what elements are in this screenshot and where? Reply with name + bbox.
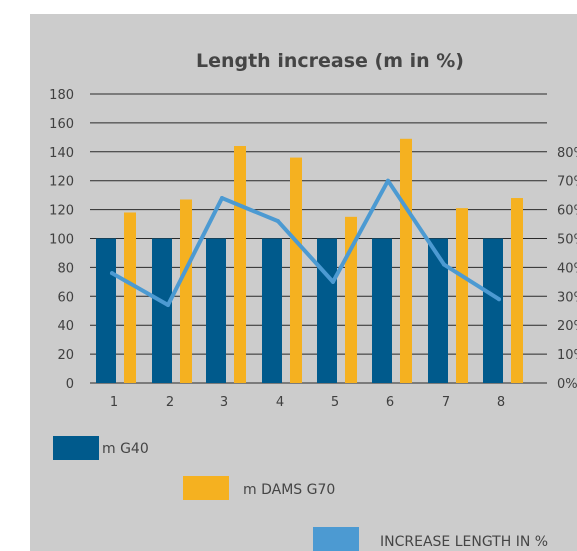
- x-tick-label: 3: [220, 395, 228, 410]
- y-right-tick-label: 50%: [557, 233, 577, 248]
- legend-swatch: [183, 476, 229, 500]
- bar-m-dams-g70: [124, 212, 136, 383]
- legend: m G40 m DAMS G70 INCREASE LENGTH IN %: [53, 436, 548, 551]
- legend-swatch: [53, 436, 99, 460]
- bar-m-g40: [96, 238, 116, 383]
- bars: [96, 138, 523, 383]
- bar-m-dams-g70: [180, 199, 192, 383]
- y-right-tick-label: 60%: [557, 204, 577, 219]
- y-left-tick-label: 180: [49, 88, 74, 103]
- x-axis: 1 2 3 4 5 6 7 8: [110, 395, 505, 410]
- y-left-tick-label: 140: [49, 146, 74, 161]
- right-axis: 0% 10% 20% 30% 40% 50% 60% 70% 80%: [557, 146, 577, 392]
- x-tick-label: 1: [110, 395, 118, 410]
- y-left-tick-label: 120: [49, 175, 74, 190]
- bar-m-dams-g70: [400, 138, 412, 383]
- legend-label: m DAMS G70: [243, 482, 335, 498]
- y-right-tick-label: 20%: [557, 319, 577, 334]
- line-point: [331, 279, 335, 284]
- chart: Length increase (m in %) 020406080100120…: [49, 50, 577, 551]
- y-left-tick-label: 80: [57, 261, 74, 276]
- left-axis: 0 20 40 60 80 100 120 120 140 160 180: [49, 88, 74, 392]
- line-point: [220, 196, 224, 201]
- y-left-tick-label: 20: [57, 348, 74, 363]
- x-tick-label: 7: [442, 395, 450, 410]
- x-tick-label: 4: [276, 395, 284, 410]
- x-tick-label: 8: [497, 395, 505, 410]
- x-tick-label: 2: [166, 395, 174, 410]
- line-point: [442, 262, 446, 267]
- bar-m-g40: [152, 238, 172, 383]
- y-right-tick-label: 80%: [557, 146, 577, 161]
- bar-m-g40: [483, 238, 503, 383]
- legend-label: INCREASE LENGTH IN %: [380, 534, 548, 550]
- legend-swatch: [313, 527, 359, 551]
- bar-m-g40: [317, 238, 337, 383]
- y-right-tick-label: 0%: [557, 377, 577, 392]
- y-left-tick-label: 160: [49, 117, 74, 132]
- x-tick-label: 6: [386, 395, 394, 410]
- bar-m-g40: [206, 238, 226, 383]
- y-left-tick-label: 100: [49, 233, 74, 248]
- y-left-tick-label: 40: [57, 319, 74, 334]
- bar-m-g40: [372, 238, 392, 383]
- y-right-tick-label: 40%: [557, 261, 577, 276]
- y-right-tick-label: 30%: [557, 290, 577, 305]
- line-increase-length: [110, 178, 501, 307]
- legend-label: m G40: [102, 441, 149, 457]
- line-series: [110, 178, 501, 307]
- line-point: [276, 219, 280, 224]
- bar-m-dams-g70: [456, 208, 468, 383]
- chart-title: Length increase (m in %): [196, 50, 464, 72]
- bar-m-g40: [262, 238, 282, 383]
- y-left-tick-label: 0: [66, 377, 74, 392]
- y-left-tick-label: 60: [57, 290, 74, 305]
- line-point: [386, 178, 390, 183]
- line-point: [110, 271, 114, 276]
- y-right-tick-label: 10%: [557, 348, 577, 363]
- bar-m-dams-g70: [511, 198, 523, 383]
- y-left-tick-label: 120: [49, 204, 74, 219]
- line-point: [497, 297, 501, 302]
- y-right-tick-label: 70%: [557, 175, 577, 190]
- line-point: [166, 302, 170, 307]
- bar-m-g40: [428, 238, 448, 383]
- x-tick-label: 5: [331, 395, 339, 410]
- chart-panel: Length increase (m in %) 0 20 40 60 80 100 120…: [30, 14, 577, 551]
- bar-m-dams-g70: [234, 146, 246, 383]
- bar-m-dams-g70: [290, 157, 302, 383]
